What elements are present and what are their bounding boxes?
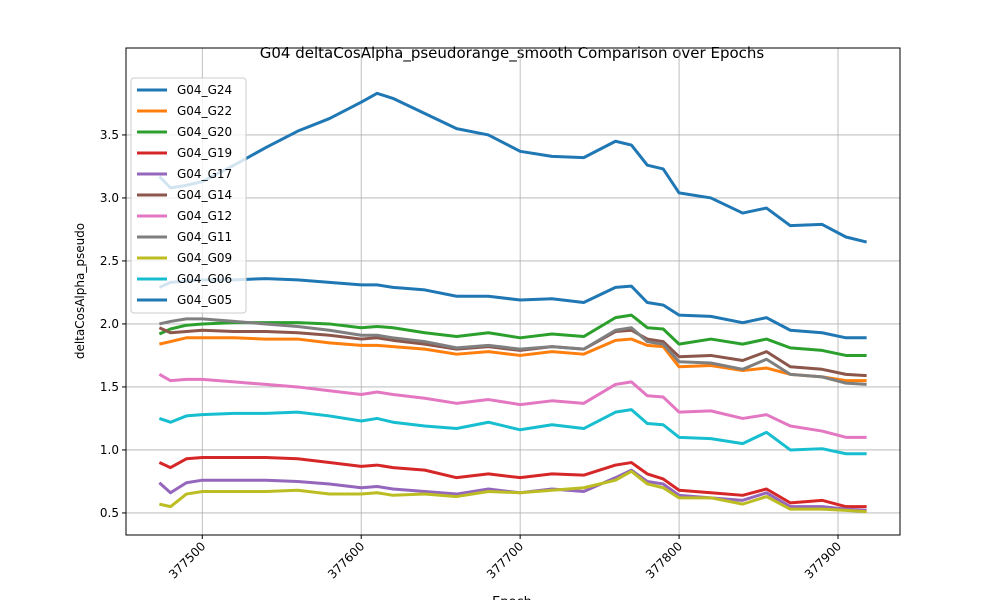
legend-label: G04_G11	[177, 230, 232, 244]
series-line	[159, 336, 867, 383]
y-tick-label: 3.5	[100, 128, 119, 142]
y-tick-label: 1.0	[100, 443, 119, 457]
legend-label: G04_G06	[177, 272, 232, 286]
series-line	[159, 317, 867, 386]
legend-box	[130, 77, 247, 314]
y-tick-label: 2.0	[100, 317, 119, 331]
legend-label: G04_G20	[177, 125, 232, 139]
y-tick-label: 3.0	[100, 191, 119, 205]
legend-label: G04_G17	[177, 167, 232, 181]
legend-label: G04_G19	[177, 146, 232, 160]
series-line	[158, 277, 867, 340]
plot-frame	[125, 47, 901, 536]
chart-title: G04 deltaCosAlpha_pseudorange_smooth Com…	[260, 44, 765, 63]
series-line	[158, 91, 867, 244]
series-line	[158, 456, 867, 509]
y-axis-label: deltaCosAlpha_pseudo	[73, 223, 87, 359]
series-line	[158, 373, 867, 439]
legend-label: G04_G24	[177, 83, 232, 97]
y-tick-label: 0.5	[100, 506, 119, 520]
x-axis-label: Epoch	[492, 595, 532, 600]
legend-label: G04_G22	[177, 104, 232, 118]
legend-label: G04_G09	[177, 251, 232, 265]
series-line	[159, 469, 867, 514]
plot-lines	[158, 91, 867, 514]
legend-label: G04_G12	[177, 209, 232, 223]
y-tick-label: 1.5	[100, 380, 119, 394]
series-line	[158, 408, 867, 456]
legend-label: G04_G05	[177, 293, 232, 307]
legend-label: G04_G14	[177, 188, 232, 202]
y-tick-label: 2.5	[100, 254, 119, 268]
